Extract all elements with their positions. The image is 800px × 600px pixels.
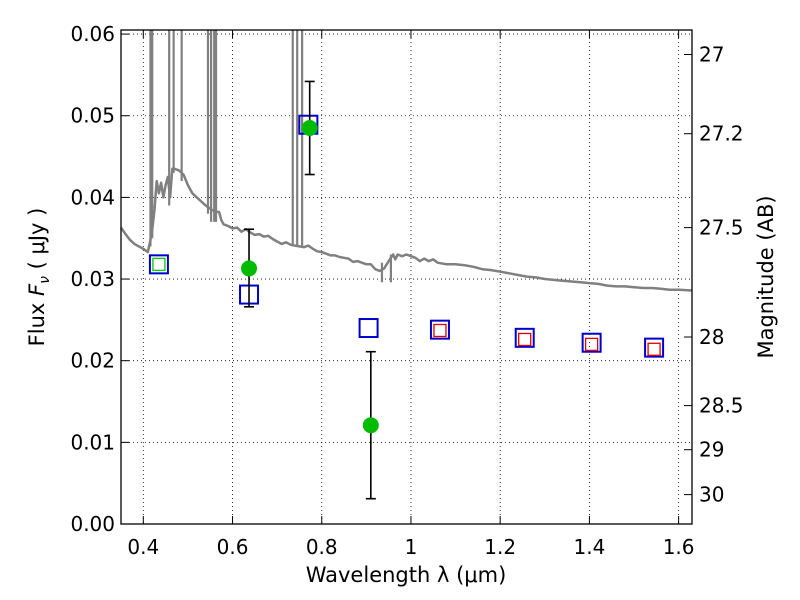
right-tick-label: 27.2 [699, 122, 744, 146]
x-tick-label: 0.4 [127, 535, 159, 559]
photometry-square-marker [647, 342, 661, 356]
model-spectrum-line [119, 167, 693, 292]
right-tick-label: 30 [699, 483, 724, 507]
photometry-square-marker [148, 254, 169, 275]
y-tick-label: 0.04 [70, 185, 115, 209]
right-tick-label: 27.5 [699, 216, 744, 240]
x-tick-label: 1.6 [663, 535, 695, 559]
measured-flux-point [301, 119, 318, 136]
x-tick-label: 0.6 [217, 535, 249, 559]
measured-flux-point [241, 260, 258, 277]
photometry-square-marker [433, 323, 447, 338]
y-tick-label: 0.05 [70, 104, 115, 128]
photometry-square-marker [152, 257, 166, 271]
right-tick-label: 28.5 [699, 394, 744, 418]
photometry-square-marker [644, 337, 665, 358]
photometry-square-marker [581, 332, 602, 353]
y-axis-label: Flux Fν ( μJy ) [25, 208, 53, 347]
measured-flux-point [362, 417, 379, 434]
tick-labels-layer: 0.4 0.6 0.8 1 1.2 1.4 1.6 0.00 0.01 0.02 0.03 0.04 0… [70, 22, 743, 559]
y-tick-label: 0.06 [70, 22, 115, 46]
photometry-square-marker [514, 327, 535, 348]
y-tick-label: 0.02 [70, 349, 115, 373]
right-axis-label: Magnitude (AB) [754, 195, 778, 358]
ticks-layer [121, 30, 692, 525]
series-layer [119, 30, 693, 500]
photometry-square-marker [429, 319, 450, 340]
y-tick-label: 0.01 [70, 430, 115, 454]
x-tick-label: 1 [405, 535, 418, 559]
right-tick-label: 28 [699, 325, 724, 349]
right-tick-label: 27 [699, 42, 724, 66]
x-tick-label: 0.8 [306, 535, 338, 559]
x-tick-label: 1.4 [573, 535, 605, 559]
plot-frame [120, 29, 693, 525]
y-tick-label: 0.00 [70, 512, 115, 536]
x-tick-label: 1.2 [484, 535, 516, 559]
right-tick-label: 29 [699, 438, 724, 462]
grid-lines [121, 30, 692, 525]
photometry-square-marker [518, 332, 532, 347]
photometry-square-marker [584, 337, 599, 352]
x-axis-label: Wavelength λ (μm) [306, 563, 507, 587]
y-tick-label: 0.03 [70, 267, 115, 291]
photometry-square-marker [358, 318, 379, 339]
